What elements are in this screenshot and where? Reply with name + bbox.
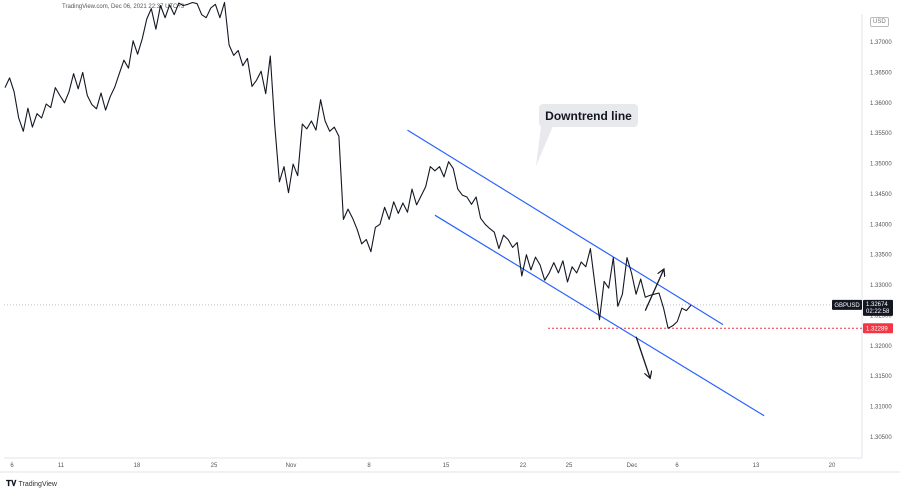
annotation-text: Downtrend line [545, 109, 632, 123]
x-tick-label: 6 [10, 463, 14, 469]
y-tick-label: 1.37000 [870, 40, 892, 46]
channel-upper-line[interactable] [407, 129, 724, 326]
x-tick-label: 25 [211, 463, 218, 469]
y-axis-ticks: 1.37000 1.36500 1.36000 1.35500 1.35000 1.345… [870, 40, 892, 441]
y-tick-label: 1.32000 [870, 344, 892, 350]
annotation-callout[interactable]: Downtrend line [536, 104, 638, 166]
x-tick-label: 25 [566, 463, 573, 469]
y-tick-label: 1.36000 [870, 101, 892, 107]
support-price-badge: 1.32289 [863, 323, 893, 334]
arrow-up[interactable] [644, 270, 663, 311]
symbol-badge-bg [832, 299, 862, 310]
x-tick-label: Dec [627, 463, 638, 469]
y-tick-label: 1.33000 [870, 283, 892, 289]
tradingview-logo-icon: 𝐓𝐕 [6, 479, 17, 488]
y-tick-label: 1.35500 [870, 131, 892, 137]
x-tick-label: 20 [829, 463, 836, 469]
y-tick-label: 1.36500 [870, 70, 892, 76]
y-tick-label: 1.34500 [870, 192, 892, 198]
symbol-badge: GBPUSD [832, 299, 862, 310]
x-tick-label: 6 [675, 463, 679, 469]
x-tick-label: 18 [134, 463, 141, 469]
chart-source-header: TradingView.com, Dec 06, 2021 22:37 UTC+… [62, 4, 185, 10]
y-tick-label: 1.32500 [870, 314, 892, 320]
last-price-badge-bg [863, 299, 893, 316]
x-tick-label: 8 [367, 463, 371, 469]
annotation-box [539, 104, 638, 127]
y-tick-label: 1.30500 [870, 435, 892, 441]
last-price-badge: 1.32674 02:22:58 [863, 299, 893, 316]
support-badge-bg [863, 323, 893, 334]
support-level-value: 1.32289 [866, 326, 888, 332]
scenario-arrows [635, 270, 663, 378]
x-axis-ticks: 6 11 18 25 Nov 8 15 22 25 Dec 6 13 20 [10, 463, 836, 469]
y-tick-label: 1.31000 [870, 405, 892, 411]
x-tick-label: 13 [753, 463, 760, 469]
y-tick-label: 1.33500 [870, 253, 892, 259]
tradingview-logo-text: TradingView [18, 480, 57, 488]
x-tick-label: Nov [286, 463, 297, 469]
x-tick-label: 22 [520, 463, 527, 469]
x-tick-label: 11 [58, 463, 65, 469]
y-tick-label: 1.34000 [870, 222, 892, 228]
price-series-line [4, 1, 692, 329]
bar-countdown: 02:22:58 [866, 309, 890, 315]
currency-badge: USD [870, 17, 889, 27]
tradingview-logo[interactable]: 𝐓𝐕 TradingView [6, 479, 57, 489]
y-tick-label: 1.35000 [870, 162, 892, 168]
annotation-pointer [536, 126, 553, 166]
symbol-badge-label: GBPUSD [834, 303, 860, 309]
x-tick-label: 15 [443, 463, 450, 469]
arrow-down[interactable] [635, 336, 650, 378]
y-tick-label: 1.31500 [870, 374, 892, 380]
last-price-value: 1.32674 [866, 302, 888, 308]
